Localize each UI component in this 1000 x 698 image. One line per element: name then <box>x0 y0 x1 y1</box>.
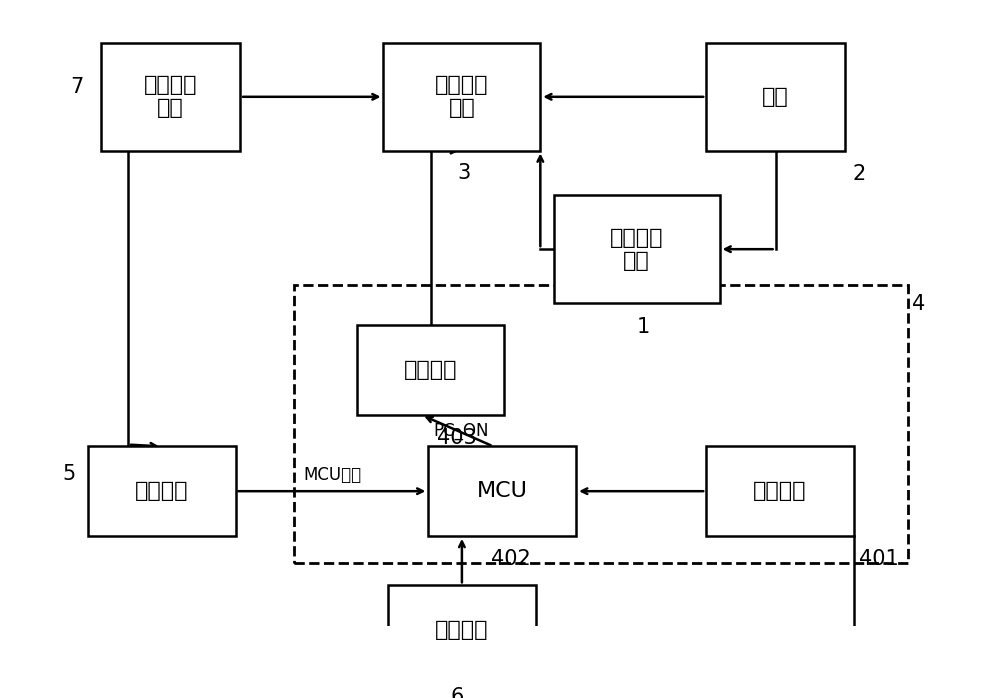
Bar <box>388 586 536 675</box>
Text: 401: 401 <box>859 549 898 570</box>
Text: 2: 2 <box>852 164 866 184</box>
Text: 402: 402 <box>491 549 531 569</box>
Bar <box>88 447 236 536</box>
Bar <box>383 43 540 151</box>
Text: 3: 3 <box>457 163 470 183</box>
Bar <box>357 325 504 415</box>
Text: 4: 4 <box>912 294 926 314</box>
Bar <box>554 195 720 303</box>
Text: 充电管理
单元: 充电管理 单元 <box>144 75 197 119</box>
Text: 6: 6 <box>451 687 464 698</box>
Text: 复位单元: 复位单元 <box>435 620 489 640</box>
Text: 电池保护
单元: 电池保护 单元 <box>610 228 663 271</box>
Bar <box>706 43 845 151</box>
Bar <box>428 447 576 536</box>
Bar <box>101 43 240 151</box>
Text: MCU: MCU <box>477 481 528 501</box>
Text: 5: 5 <box>63 464 76 484</box>
Text: 按键开关: 按键开关 <box>753 481 807 501</box>
Text: 控制电路: 控制电路 <box>404 360 457 380</box>
Bar <box>706 447 854 536</box>
Text: 供电单元: 供电单元 <box>135 481 188 501</box>
Text: 电池: 电池 <box>762 87 789 107</box>
Text: 电子开关
单元: 电子开关 单元 <box>435 75 489 119</box>
Bar <box>294 285 908 563</box>
Text: 1: 1 <box>636 318 649 337</box>
Text: 403: 403 <box>437 428 477 447</box>
Text: 7: 7 <box>70 77 83 97</box>
Text: PC_ON: PC_ON <box>433 422 489 440</box>
Text: MCU供电: MCU供电 <box>303 466 361 484</box>
